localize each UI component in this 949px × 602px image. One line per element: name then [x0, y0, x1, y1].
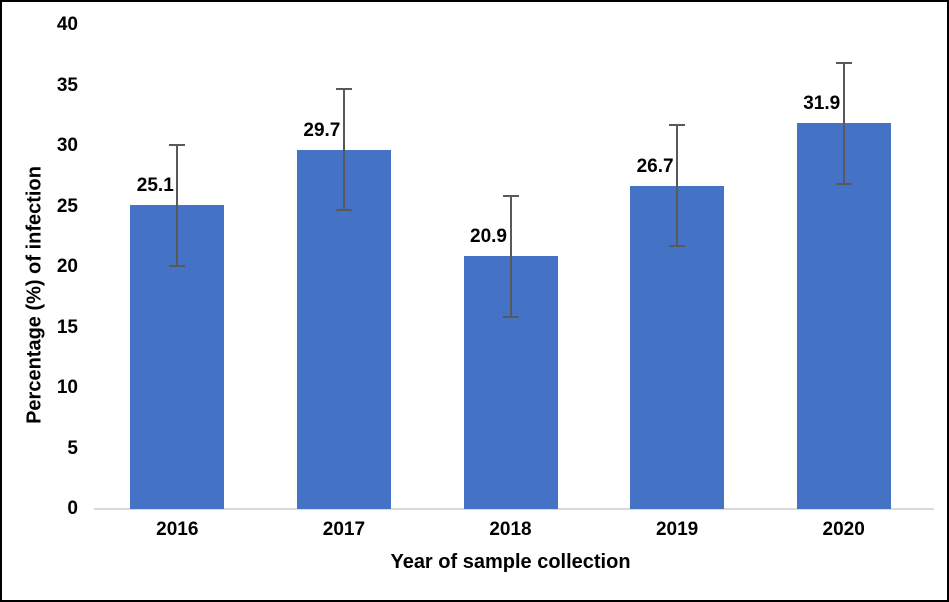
x-tick-label-2016: 2016 — [156, 519, 199, 540]
y-tick-label: 40 — [56, 14, 78, 35]
bar-2020 — [796, 123, 891, 509]
error-bar-cap — [835, 182, 852, 185]
y-tick-label: 20 — [56, 256, 78, 277]
error-bar-line — [842, 62, 845, 184]
data-label: 31.9 — [803, 93, 841, 115]
error-bar-cap — [335, 209, 352, 212]
error-bar-line — [176, 144, 179, 266]
y-tick-label: 0 — [67, 498, 78, 519]
data-label: 25.1 — [136, 175, 174, 197]
x-axis-title: Year of sample collection — [390, 551, 631, 573]
y-tick-label: 10 — [56, 377, 78, 398]
data-label: 29.7 — [303, 119, 341, 141]
error-bar-cap — [169, 264, 186, 267]
x-tick-label-2019: 2019 — [655, 519, 699, 540]
x-tick-label-2018: 2018 — [489, 519, 532, 540]
y-tick-label: 35 — [56, 74, 78, 96]
data-label: 26.7 — [636, 155, 674, 177]
plot-area: 25.1 29.7 20.9 26.7 31.9 — [94, 25, 927, 509]
y-tick-label: 25 — [56, 195, 78, 217]
error-bar-cap — [502, 315, 519, 318]
x-tick-label-2017: 2017 — [322, 519, 366, 540]
error-bar-cap — [169, 143, 186, 146]
error-bar-line — [342, 89, 345, 211]
error-bar-cap — [669, 245, 686, 248]
x-axis-line — [94, 508, 934, 510]
error-bar-cap — [335, 88, 352, 91]
y-tick-label: 5 — [67, 437, 78, 459]
error-bar-line — [509, 195, 512, 317]
error-bar-cap — [835, 61, 852, 64]
error-bar-line — [676, 125, 679, 247]
y-tick-label: 30 — [56, 135, 78, 156]
error-bar-cap — [502, 194, 519, 197]
y-tick-label: 15 — [56, 316, 78, 338]
data-label: 20.9 — [470, 226, 507, 248]
error-bar-cap — [669, 124, 686, 127]
x-tick-label-2020: 2020 — [822, 519, 865, 540]
